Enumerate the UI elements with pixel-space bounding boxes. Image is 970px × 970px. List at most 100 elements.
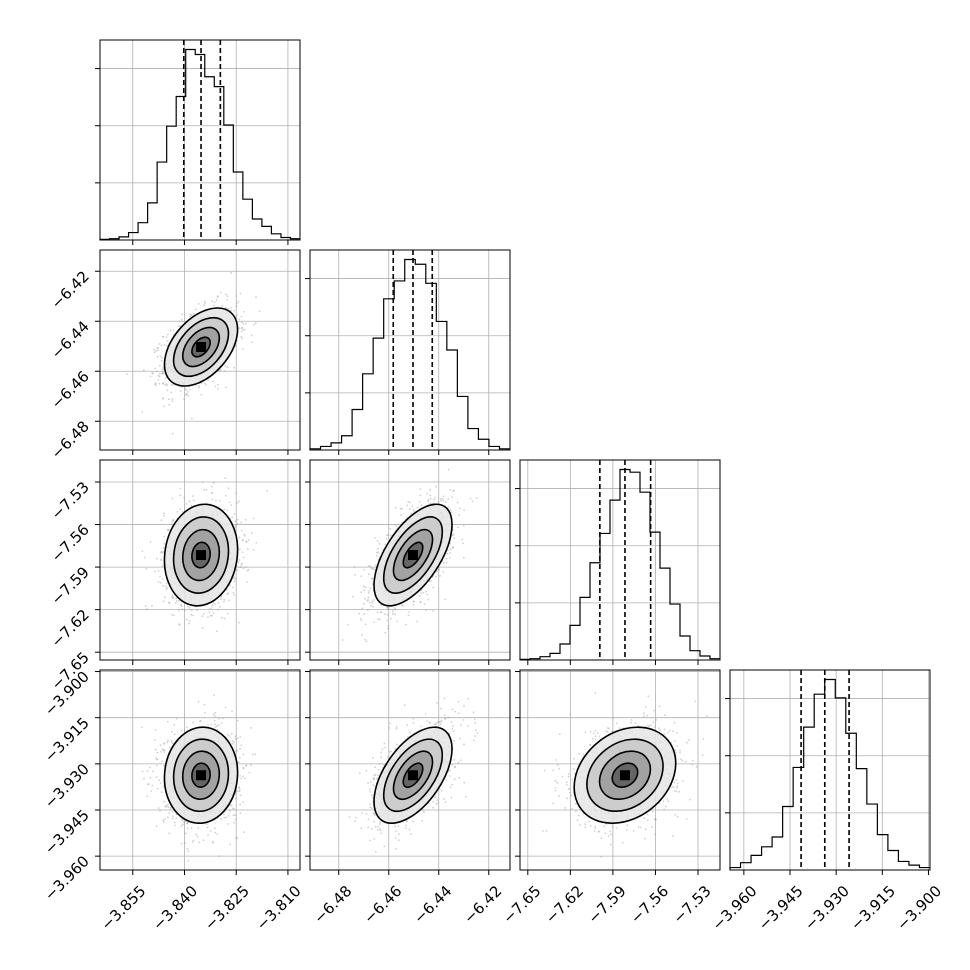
scatter-point bbox=[226, 593, 229, 596]
scatter-point bbox=[203, 300, 206, 303]
scatter-point bbox=[162, 546, 165, 549]
scatter-point bbox=[159, 809, 161, 812]
scatter-point bbox=[179, 508, 182, 510]
scatter-point bbox=[447, 468, 450, 471]
scatter-point bbox=[213, 694, 216, 697]
scatter-point bbox=[163, 596, 166, 599]
histogram-step bbox=[729, 678, 930, 870]
scatter-point bbox=[218, 717, 221, 720]
scatter-point bbox=[367, 565, 370, 567]
scatter-point bbox=[185, 393, 188, 396]
scatter-point bbox=[155, 384, 158, 387]
scatter-point bbox=[187, 390, 189, 393]
scatter-point bbox=[215, 499, 217, 502]
scatter-point bbox=[219, 368, 222, 371]
scatter-point bbox=[239, 735, 242, 738]
scatter-point bbox=[159, 355, 162, 357]
scatter-point bbox=[217, 608, 220, 611]
scatter-point bbox=[240, 321, 243, 324]
scatter-point bbox=[418, 500, 421, 503]
scatter-point bbox=[242, 567, 245, 570]
scatter-point bbox=[213, 304, 215, 307]
scatter-point bbox=[368, 573, 370, 576]
scatter-point bbox=[165, 582, 168, 585]
scatter-point bbox=[235, 797, 237, 800]
scatter-point bbox=[240, 529, 243, 532]
scatter-point bbox=[432, 610, 434, 612]
scatter-point bbox=[387, 534, 389, 536]
scatter-point bbox=[236, 837, 239, 839]
scatter-point bbox=[160, 559, 163, 561]
scatter-point bbox=[168, 528, 170, 531]
scatter-point bbox=[188, 622, 190, 625]
scatter-point bbox=[183, 496, 186, 499]
scatter-point bbox=[250, 334, 253, 337]
scatter-point bbox=[158, 364, 161, 367]
scatter-point bbox=[445, 561, 448, 564]
scatter-point bbox=[359, 618, 362, 620]
scatter-point bbox=[213, 602, 216, 605]
scatter-point bbox=[376, 611, 379, 614]
scatter-point bbox=[180, 318, 183, 321]
scatter-point bbox=[242, 831, 245, 834]
scatter-point bbox=[157, 349, 160, 352]
scatter-point bbox=[177, 325, 180, 327]
scatter-point bbox=[156, 787, 159, 790]
scatter-point bbox=[223, 598, 226, 601]
scatter-point bbox=[241, 326, 244, 329]
scatter-point bbox=[235, 492, 238, 495]
scatter-point bbox=[168, 602, 171, 604]
scatter-point bbox=[216, 388, 219, 390]
scatter-point bbox=[178, 320, 181, 323]
scatter-point bbox=[367, 596, 370, 599]
scatter-point bbox=[432, 586, 435, 589]
scatter-point bbox=[442, 499, 445, 502]
scatter-point bbox=[369, 587, 372, 590]
scatter-point bbox=[461, 538, 464, 541]
scatter-point bbox=[386, 619, 389, 622]
scatter-point bbox=[418, 594, 421, 597]
scatter-point bbox=[243, 556, 245, 559]
scatter-point bbox=[451, 490, 454, 492]
scatter-point bbox=[157, 374, 160, 377]
scatter-point bbox=[172, 329, 175, 331]
scatter-point bbox=[369, 565, 372, 567]
scatter-point bbox=[238, 536, 241, 539]
scatter-point bbox=[241, 337, 244, 340]
scatter-point bbox=[437, 568, 440, 571]
scatter-point bbox=[164, 377, 167, 380]
scatter-point bbox=[172, 384, 175, 386]
scatter-point bbox=[452, 533, 455, 536]
scatter-point bbox=[171, 730, 173, 733]
scatter-point bbox=[171, 432, 174, 435]
scatter-point bbox=[158, 343, 161, 345]
scatter-point bbox=[208, 608, 211, 610]
scatter-point bbox=[392, 611, 394, 613]
scatter-point bbox=[162, 405, 165, 408]
scatter-point bbox=[190, 613, 193, 616]
scatter-point bbox=[420, 592, 423, 594]
scatter-point bbox=[412, 600, 415, 603]
scatter-point bbox=[360, 591, 363, 593]
scatter-point bbox=[386, 606, 389, 609]
scatter-panel-4-1 bbox=[95, 669, 301, 875]
scatter-point bbox=[233, 821, 235, 824]
scatter-point bbox=[146, 608, 148, 610]
scatter-point bbox=[238, 790, 241, 792]
scatter-point bbox=[207, 834, 210, 836]
scatter-point bbox=[368, 601, 371, 604]
scatter-point bbox=[154, 728, 157, 731]
scatter-point bbox=[419, 494, 422, 497]
scatter-point bbox=[238, 500, 240, 502]
scatter-point bbox=[163, 344, 166, 346]
scatter-point bbox=[158, 375, 161, 378]
scatter-point bbox=[188, 607, 191, 609]
scatter-point bbox=[423, 603, 426, 605]
scatter-point bbox=[223, 816, 226, 819]
scatter-point bbox=[184, 388, 187, 390]
scatter-point bbox=[197, 303, 200, 305]
scatter-point bbox=[463, 509, 465, 512]
axes-frame bbox=[99, 39, 301, 241]
scatter-point bbox=[217, 602, 220, 604]
scatter-point bbox=[236, 522, 239, 525]
